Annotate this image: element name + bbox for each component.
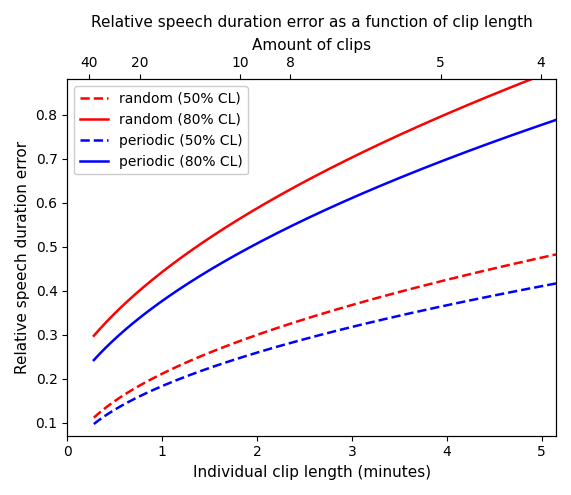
Y-axis label: Relative speech duration error: Relative speech duration error (15, 141, 30, 374)
X-axis label: Amount of clips: Amount of clips (252, 38, 371, 53)
periodic (80% CL) (138, 314, 144, 320)
periodic (80% CL) (451, 153, 457, 159)
random (80% CL) (459, 104, 466, 110)
periodic (80% CL) (278, 228, 284, 234)
random (80% CL) (138, 286, 144, 292)
periodic (50% CL) (90, 421, 97, 427)
random (80% CL) (408, 127, 415, 133)
periodic (50% CL) (451, 301, 457, 307)
periodic (80% CL) (294, 220, 301, 226)
Line: periodic (80% CL): periodic (80% CL) (94, 120, 556, 360)
random (50% CL) (451, 275, 457, 281)
Legend: random (50% CL), random (80% CL), periodic (50% CL), periodic (80% CL): random (50% CL), random (80% CL), period… (74, 86, 248, 174)
Line: random (50% CL): random (50% CL) (94, 254, 556, 418)
periodic (80% CL) (90, 357, 97, 363)
random (50% CL) (90, 415, 97, 421)
random (50% CL) (278, 324, 284, 330)
periodic (50% CL) (278, 343, 284, 348)
random (50% CL) (408, 286, 415, 292)
periodic (50% CL) (408, 310, 415, 316)
random (50% CL) (294, 318, 301, 324)
X-axis label: Individual clip length (minutes): Individual clip length (minutes) (192, 465, 431, 480)
random (80% CL) (553, 67, 560, 73)
random (80% CL) (278, 192, 284, 198)
periodic (50% CL) (138, 393, 144, 398)
Line: periodic (50% CL): periodic (50% CL) (94, 284, 556, 424)
periodic (50% CL) (459, 299, 466, 305)
periodic (80% CL) (408, 170, 415, 176)
random (50% CL) (138, 382, 144, 388)
periodic (50% CL) (294, 338, 301, 344)
periodic (50% CL) (553, 281, 560, 287)
random (50% CL) (459, 273, 466, 279)
Line: random (80% CL): random (80% CL) (94, 70, 556, 336)
random (80% CL) (294, 183, 301, 189)
random (80% CL) (451, 108, 457, 114)
random (50% CL) (553, 251, 560, 257)
periodic (80% CL) (459, 150, 466, 156)
random (80% CL) (90, 333, 97, 339)
periodic (80% CL) (553, 117, 560, 123)
Title: Relative speech duration error as a function of clip length: Relative speech duration error as a func… (91, 15, 533, 30)
